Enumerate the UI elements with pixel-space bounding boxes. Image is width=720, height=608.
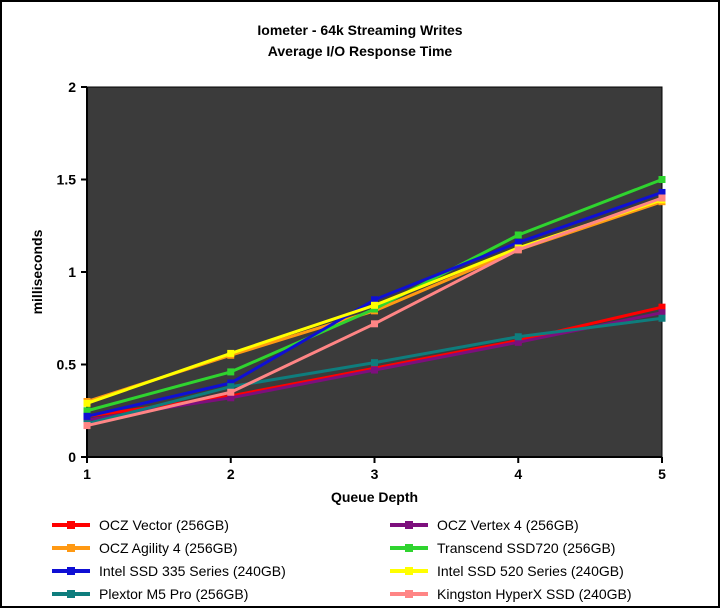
legend-key-marker <box>67 520 75 529</box>
legend-label: Kingston HyperX SSD (240GB) <box>437 585 632 602</box>
x-tick-label: 5 <box>658 466 666 482</box>
legend-key-icon <box>52 520 90 530</box>
x-tick-label: 2 <box>227 466 235 482</box>
legend-label: Intel SSD 335 Series (240GB) <box>99 562 286 579</box>
y-axis-title: milliseconds <box>29 229 45 314</box>
y-tick-label: 0.5 <box>57 357 77 373</box>
chart-plot: 0 0.5 1 1.5 2 1 2 3 4 5 milliseconds Queue Depth <box>29 79 666 505</box>
series-marker <box>658 176 666 183</box>
series-marker <box>514 246 522 254</box>
series-marker <box>371 366 378 374</box>
series-marker <box>514 333 522 341</box>
series-marker <box>371 305 378 313</box>
legend-key-marker <box>405 520 413 529</box>
legend-label: Intel SSD 520 Series (240GB) <box>437 562 624 579</box>
chart-title: Iometer - 64k Streaming Writes <box>257 22 463 38</box>
series-marker <box>658 188 666 196</box>
series-marker <box>83 407 91 415</box>
x-tick-label: 4 <box>514 466 522 482</box>
legend-label: Transcend SSD720 (256GB) <box>437 539 616 556</box>
y-tick-label: 2 <box>68 79 76 95</box>
legend-key-marker <box>405 543 413 552</box>
legend-item: OCZ Agility 4 (256GB) <box>52 536 390 559</box>
series-marker <box>514 238 522 246</box>
legend-label: OCZ Vector (256GB) <box>99 516 229 533</box>
chart-title-block: Iometer - 64k Streaming Writes Average I… <box>2 20 718 62</box>
legend-label: Plextor M5 Pro (256GB) <box>99 585 249 602</box>
legend-key-marker <box>405 589 413 598</box>
legend-label: OCZ Vertex 4 (256GB) <box>437 516 579 533</box>
x-axis-title: Queue Depth <box>331 489 418 505</box>
series-marker <box>371 359 378 367</box>
series-marker <box>227 379 235 387</box>
y-tick-label: 0 <box>68 449 76 465</box>
series-marker <box>371 320 378 328</box>
legend-key-marker <box>67 543 75 552</box>
x-tick-label: 1 <box>83 466 91 482</box>
legend-item: Plextor M5 Pro (256GB) <box>52 582 390 605</box>
legend-item: Intel SSD 520 Series (240GB) <box>390 559 692 582</box>
legend-key-marker <box>405 566 413 575</box>
legend-item: Transcend SSD720 (256GB) <box>390 536 692 559</box>
legend-key-marker <box>67 566 75 575</box>
series-marker <box>83 399 91 407</box>
series-marker <box>227 388 235 396</box>
chart-legend: OCZ Vector (256GB) OCZ Vertex 4 (256GB) OC… <box>52 513 692 605</box>
series-marker <box>658 314 666 322</box>
legend-key-icon <box>390 520 428 530</box>
x-tick-label: 3 <box>371 466 379 482</box>
legend-key-icon <box>390 589 428 599</box>
legend-key-marker <box>67 589 75 598</box>
y-tick-label: 1 <box>68 264 76 280</box>
series-marker <box>227 394 235 402</box>
series-marker <box>371 301 378 309</box>
series-marker <box>83 422 91 430</box>
series-marker <box>371 296 378 304</box>
y-tick-label: 1.5 <box>57 172 77 188</box>
series-marker <box>227 383 235 391</box>
series-marker <box>514 338 522 346</box>
series-marker <box>83 412 91 420</box>
legend-key-icon <box>390 543 428 553</box>
chart-subtitle: Average I/O Response Time <box>267 43 453 59</box>
series-marker <box>83 416 91 424</box>
legend-label: OCZ Agility 4 (256GB) <box>99 539 238 556</box>
legend-item: Intel SSD 335 Series (240GB) <box>52 559 390 582</box>
legend-item: OCZ Vertex 4 (256GB) <box>390 513 692 536</box>
legend-item: OCZ Vector (256GB) <box>52 513 390 536</box>
series-marker <box>227 349 235 357</box>
legend-key-icon <box>52 589 90 599</box>
legend-key-icon <box>390 566 428 576</box>
series-marker <box>227 368 235 376</box>
series-marker <box>658 309 666 317</box>
series-marker <box>658 303 666 311</box>
series-marker <box>658 194 666 202</box>
legend-key-icon <box>52 566 90 576</box>
legend-item: Kingston HyperX SSD (240GB) <box>390 582 692 605</box>
legend-key-icon <box>52 543 90 553</box>
series-marker <box>514 231 522 239</box>
